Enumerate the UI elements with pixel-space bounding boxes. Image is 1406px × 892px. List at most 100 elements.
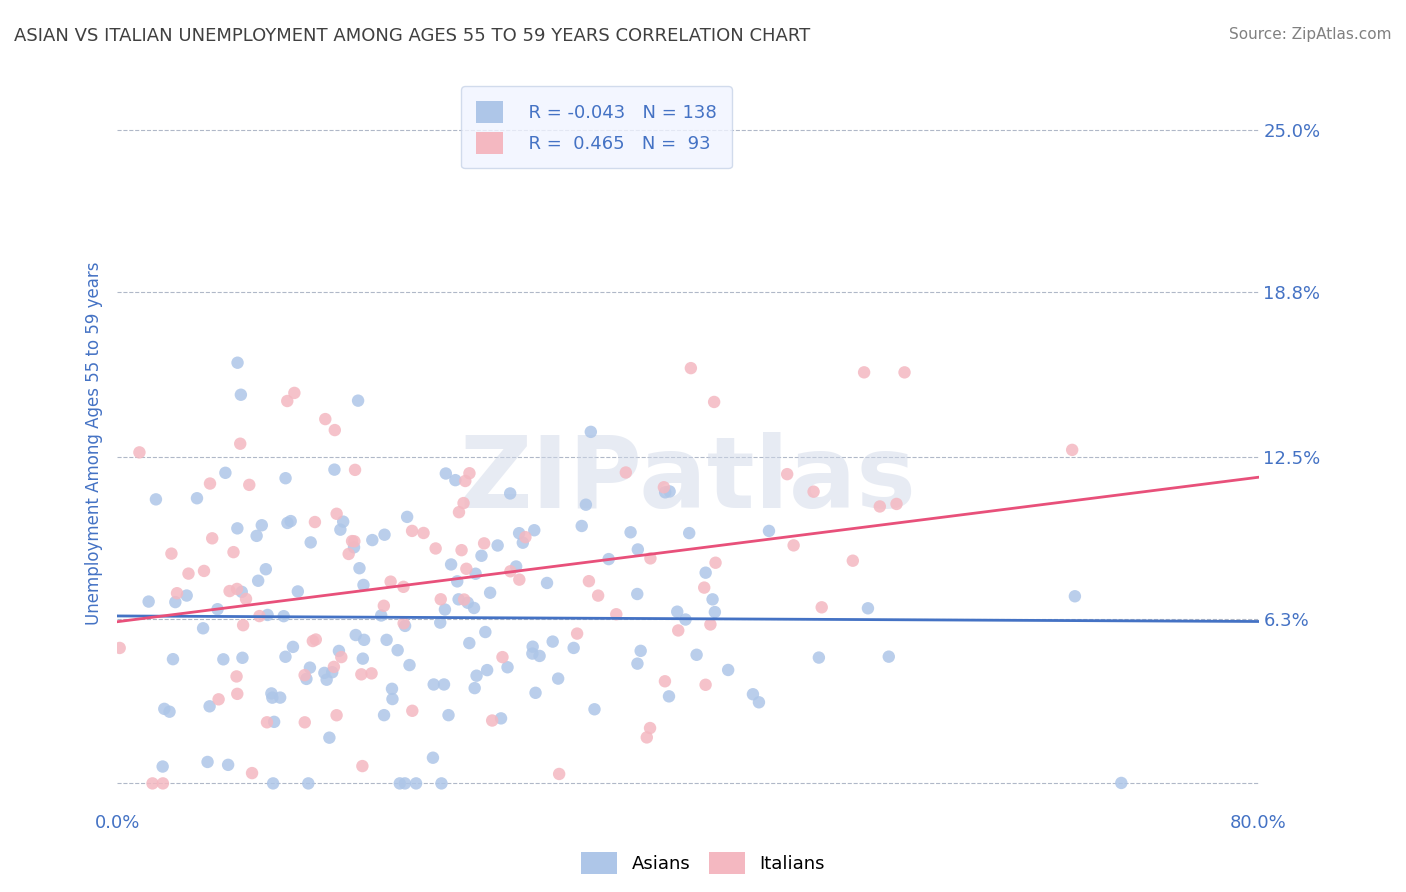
Point: [343, 541, 366, 555]
Point: [262, 776, 284, 790]
Point: [295, 672, 318, 686]
Legend:   R = -0.043   N = 138,   R =  0.465   N =  93: R = -0.043 N = 138, R = 0.465 N = 93: [461, 87, 731, 169]
Point: [422, 750, 444, 764]
Point: [453, 496, 475, 510]
Point: [283, 385, 305, 400]
Point: [640, 551, 662, 566]
Point: [475, 663, 498, 677]
Point: [430, 776, 453, 790]
Point: [226, 521, 249, 535]
Point: [321, 665, 343, 680]
Point: [353, 578, 375, 592]
Point: [704, 556, 727, 570]
Point: [1111, 776, 1133, 790]
Point: [605, 607, 627, 622]
Point: [702, 592, 724, 607]
Point: [349, 561, 371, 575]
Point: [332, 515, 354, 529]
Point: [217, 757, 239, 772]
Point: [274, 649, 297, 664]
Point: [176, 589, 198, 603]
Point: [250, 518, 273, 533]
Point: [679, 361, 702, 376]
Point: [166, 586, 188, 600]
Point: [380, 574, 402, 589]
Point: [186, 491, 208, 506]
Point: [810, 600, 832, 615]
Point: [197, 755, 219, 769]
Point: [562, 640, 585, 655]
Point: [231, 585, 253, 599]
Point: [193, 564, 215, 578]
Point: [198, 476, 221, 491]
Point: [654, 674, 676, 689]
Point: [578, 574, 600, 589]
Point: [524, 686, 547, 700]
Point: [853, 365, 876, 379]
Point: [231, 650, 253, 665]
Point: [522, 640, 544, 654]
Point: [274, 471, 297, 485]
Point: [425, 541, 447, 556]
Point: [394, 619, 416, 633]
Point: [433, 602, 456, 616]
Point: [758, 524, 780, 538]
Point: [630, 644, 652, 658]
Point: [571, 519, 593, 533]
Point: [294, 668, 316, 682]
Point: [447, 592, 470, 607]
Point: [256, 715, 278, 730]
Point: [226, 687, 249, 701]
Point: [352, 759, 374, 773]
Point: [238, 478, 260, 492]
Point: [201, 531, 224, 545]
Point: [450, 543, 472, 558]
Point: [614, 466, 637, 480]
Point: [695, 566, 717, 580]
Point: [536, 576, 558, 591]
Point: [325, 507, 347, 521]
Point: [198, 699, 221, 714]
Point: [491, 650, 513, 665]
Point: [226, 582, 249, 596]
Point: [373, 527, 395, 541]
Point: [626, 587, 648, 601]
Point: [434, 467, 457, 481]
Point: [675, 613, 697, 627]
Point: [260, 686, 283, 700]
Point: [453, 592, 475, 607]
Point: [152, 759, 174, 773]
Text: ASIAN VS ITALIAN UNEMPLOYMENT AMONG AGES 55 TO 59 YEARS CORRELATION CHART: ASIAN VS ITALIAN UNEMPLOYMENT AMONG AGES…: [14, 27, 810, 45]
Point: [457, 596, 479, 610]
Point: [803, 484, 825, 499]
Point: [575, 498, 598, 512]
Point: [212, 652, 235, 666]
Point: [141, 776, 163, 790]
Point: [472, 536, 495, 550]
Point: [235, 591, 257, 606]
Point: [877, 649, 900, 664]
Point: [347, 393, 370, 408]
Point: [636, 731, 658, 745]
Point: [444, 473, 467, 487]
Point: [381, 692, 404, 706]
Point: [361, 533, 384, 547]
Point: [463, 601, 485, 615]
Point: [782, 538, 804, 552]
Point: [454, 474, 477, 488]
Point: [301, 634, 323, 648]
Point: [583, 702, 606, 716]
Point: [456, 562, 478, 576]
Point: [381, 681, 404, 696]
Point: [433, 677, 456, 691]
Point: [240, 766, 263, 780]
Point: [464, 566, 486, 581]
Point: [246, 529, 269, 543]
Point: [128, 445, 150, 459]
Point: [742, 687, 765, 701]
Point: [287, 584, 309, 599]
Point: [328, 644, 350, 658]
Point: [226, 356, 249, 370]
Point: [474, 625, 496, 640]
Point: [294, 715, 316, 730]
